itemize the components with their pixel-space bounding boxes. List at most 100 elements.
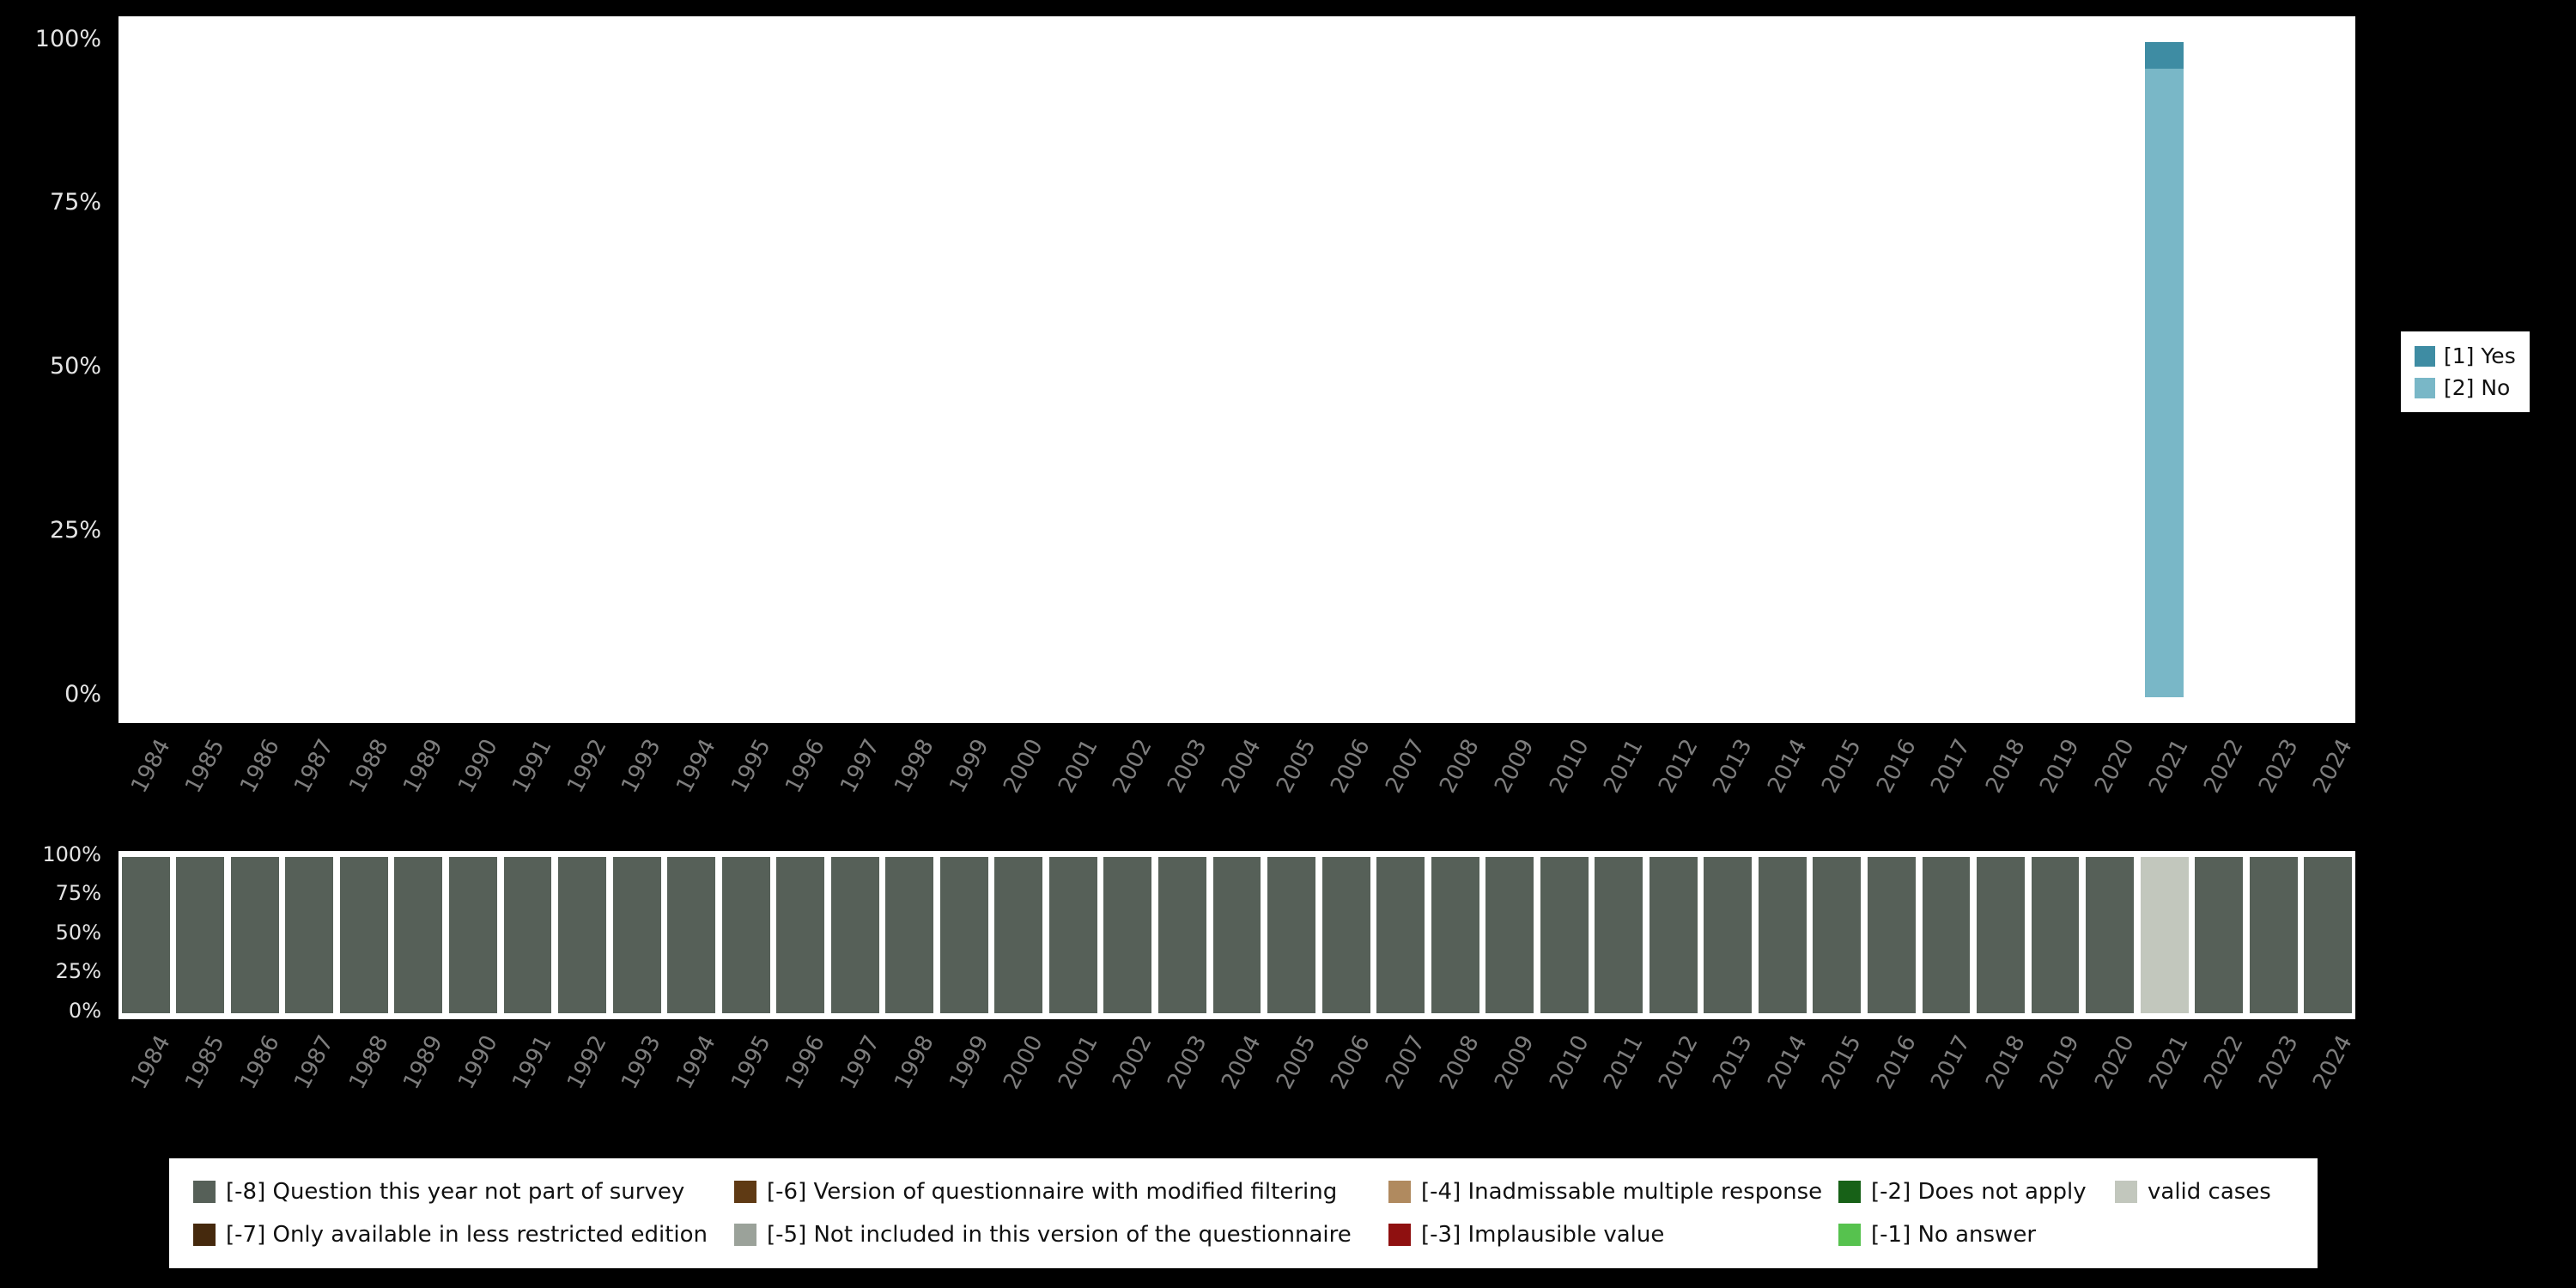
bar-segment-2020 xyxy=(2086,857,2135,1013)
bar-segment-2021 xyxy=(2144,68,2184,697)
x-tick-label-2009: 2009 xyxy=(1490,735,1540,798)
x-tick-label-1984: 1984 xyxy=(125,1031,176,1094)
legend-item-neg4: [-4] Inadmissable multiple response xyxy=(1388,1179,1838,1205)
x-tick-label-1997: 1997 xyxy=(835,1031,885,1094)
x-tick-label-2001: 2001 xyxy=(1053,735,1103,798)
x-tick-label-2002: 2002 xyxy=(1108,1031,1157,1094)
bar-segment-2023 xyxy=(2249,857,2298,1013)
legend-label-neg7: [-7] Only available in less restricted e… xyxy=(226,1222,708,1248)
legend-label-neg1: [-1] No answer xyxy=(1871,1222,2037,1248)
x-tick-label-2013: 2013 xyxy=(1708,1031,1758,1094)
y-tick-label: 0% xyxy=(68,998,101,1023)
legend-item-neg7: [-7] Only available in less restricted e… xyxy=(193,1222,734,1248)
y-tick-label: 75% xyxy=(55,881,101,906)
x-tick-label-2023: 2023 xyxy=(2253,1031,2304,1094)
x-tick-label-2001: 2001 xyxy=(1053,1031,1103,1094)
x-tick-label-2022: 2022 xyxy=(2199,1031,2249,1094)
x-tick-label-1988: 1988 xyxy=(343,1031,394,1094)
legend-label-neg6: [-6] Version of questionnaire with modif… xyxy=(767,1179,1338,1205)
x-tick-label-1984: 1984 xyxy=(125,735,176,798)
x-tick-label-1987: 1987 xyxy=(289,1031,339,1094)
x-tick-label-2014: 2014 xyxy=(1762,1031,1813,1094)
x-tick-label-2002: 2002 xyxy=(1108,735,1157,798)
x-tick-label-1994: 1994 xyxy=(671,735,721,798)
x-tick-label-2006: 2006 xyxy=(1326,735,1376,798)
legend-swatch-neg2-icon xyxy=(1838,1181,1861,1203)
x-tick-label-2020: 2020 xyxy=(2090,735,2140,798)
bar-segment-2011 xyxy=(1595,857,1643,1013)
bar-segment-2014 xyxy=(1758,857,1807,1013)
bar-segment-2008 xyxy=(1431,857,1479,1013)
bar-segment-2012 xyxy=(1649,857,1698,1013)
legend-item-neg2: [-2] Does not apply xyxy=(1838,1179,2115,1205)
x-tick-label-1987: 1987 xyxy=(289,735,339,798)
x-tick-label-1999: 1999 xyxy=(944,1031,994,1094)
bar-segment-2010 xyxy=(1540,857,1589,1013)
top-chart-y-axis: 100% 75% 50% 25% 0% xyxy=(0,16,110,723)
x-tick-label-2006: 2006 xyxy=(1326,1031,1376,1094)
legend-swatch-neg8-icon xyxy=(193,1181,216,1203)
y-tick-label: 75% xyxy=(49,189,101,216)
legend-swatch-neg7-icon xyxy=(193,1224,216,1246)
legend-label-neg5: [-5] Not included in this version of the… xyxy=(767,1222,1352,1248)
legend-item-neg1: [-1] No answer xyxy=(1838,1222,2115,1248)
bar-segment-1990 xyxy=(449,857,497,1013)
x-tick-label-1991: 1991 xyxy=(507,1031,558,1094)
bar-segment-2021 xyxy=(2144,42,2184,69)
x-tick-label-1998: 1998 xyxy=(890,735,939,798)
x-tick-label-2004: 2004 xyxy=(1217,735,1267,798)
legend-swatch-neg6-icon xyxy=(734,1181,756,1203)
bar-segment-2015 xyxy=(1813,857,1862,1013)
x-tick-label-2013: 2013 xyxy=(1708,735,1758,798)
x-tick-label-1985: 1985 xyxy=(180,1031,230,1094)
legend-swatch-no-icon xyxy=(2415,377,2435,398)
bar-segment-2005 xyxy=(1267,857,1315,1013)
bottom-chart-plot-area xyxy=(118,851,2355,1019)
x-tick-label-1993: 1993 xyxy=(617,735,667,798)
x-tick-label-2003: 2003 xyxy=(1162,735,1212,798)
x-tick-label-1985: 1985 xyxy=(180,735,230,798)
bar-segment-2019 xyxy=(2031,857,2080,1013)
bar-segment-1991 xyxy=(503,857,552,1013)
x-tick-label-1996: 1996 xyxy=(781,735,830,798)
y-tick-label: 100% xyxy=(42,841,101,866)
x-tick-label-2011: 2011 xyxy=(1599,735,1649,798)
top-chart-plot-area xyxy=(118,16,2355,723)
x-tick-label-2010: 2010 xyxy=(1544,1031,1595,1094)
bar-segment-2017 xyxy=(1922,857,1971,1013)
bottom-chart-y-axis: 100% 75% 50% 25% 0% xyxy=(0,842,110,1023)
bar-segment-1995 xyxy=(721,857,770,1013)
x-tick-label-2016: 2016 xyxy=(1871,1031,1922,1094)
x-tick-label-2000: 2000 xyxy=(999,735,1048,798)
top-chart-legend: [1] Yes [2] No xyxy=(2401,331,2530,412)
x-tick-label-1995: 1995 xyxy=(726,735,776,798)
bottom-chart-x-axis: 1984 1985 1986 1987 1988 1989 1990 1991 1992 1993… xyxy=(118,1031,2358,1160)
legend-item-no: [2] No xyxy=(2415,375,2516,400)
bar-segment-2001 xyxy=(1048,857,1097,1013)
legend-swatch-neg5-icon xyxy=(734,1224,756,1246)
bar-segment-1999 xyxy=(939,857,988,1013)
x-tick-label-2012: 2012 xyxy=(1653,735,1704,798)
legend-label-neg8: [-8] Question this year not part of surv… xyxy=(226,1179,685,1205)
legend-swatch-neg4-icon xyxy=(1388,1181,1411,1203)
x-tick-label-1996: 1996 xyxy=(781,1031,830,1094)
bar-segment-1996 xyxy=(776,857,825,1013)
legend-item-neg5: [-5] Not included in this version of the… xyxy=(734,1222,1388,1248)
x-tick-label-2024: 2024 xyxy=(2308,735,2358,798)
x-tick-label-2018: 2018 xyxy=(1980,735,2031,798)
bar-segment-2009 xyxy=(1485,857,1534,1013)
x-tick-label-2007: 2007 xyxy=(1381,1031,1431,1094)
x-tick-label-2011: 2011 xyxy=(1599,1031,1649,1094)
y-tick-label: 50% xyxy=(55,920,101,945)
x-tick-label-2015: 2015 xyxy=(1817,735,1867,798)
x-tick-label-2023: 2023 xyxy=(2253,735,2304,798)
legend-item-neg6: [-6] Version of questionnaire with modif… xyxy=(734,1179,1388,1205)
bar-segment-1988 xyxy=(339,857,388,1013)
bar-segment-1985 xyxy=(176,857,225,1013)
legend-label-neg4: [-4] Inadmissable multiple response xyxy=(1421,1179,1823,1205)
legend-swatch-yes-icon xyxy=(2415,345,2435,367)
x-tick-label-2008: 2008 xyxy=(1435,1031,1485,1094)
x-tick-label-1999: 1999 xyxy=(944,735,994,798)
x-tick-label-1995: 1995 xyxy=(726,1031,776,1094)
bar-segment-2024 xyxy=(2304,857,2353,1013)
